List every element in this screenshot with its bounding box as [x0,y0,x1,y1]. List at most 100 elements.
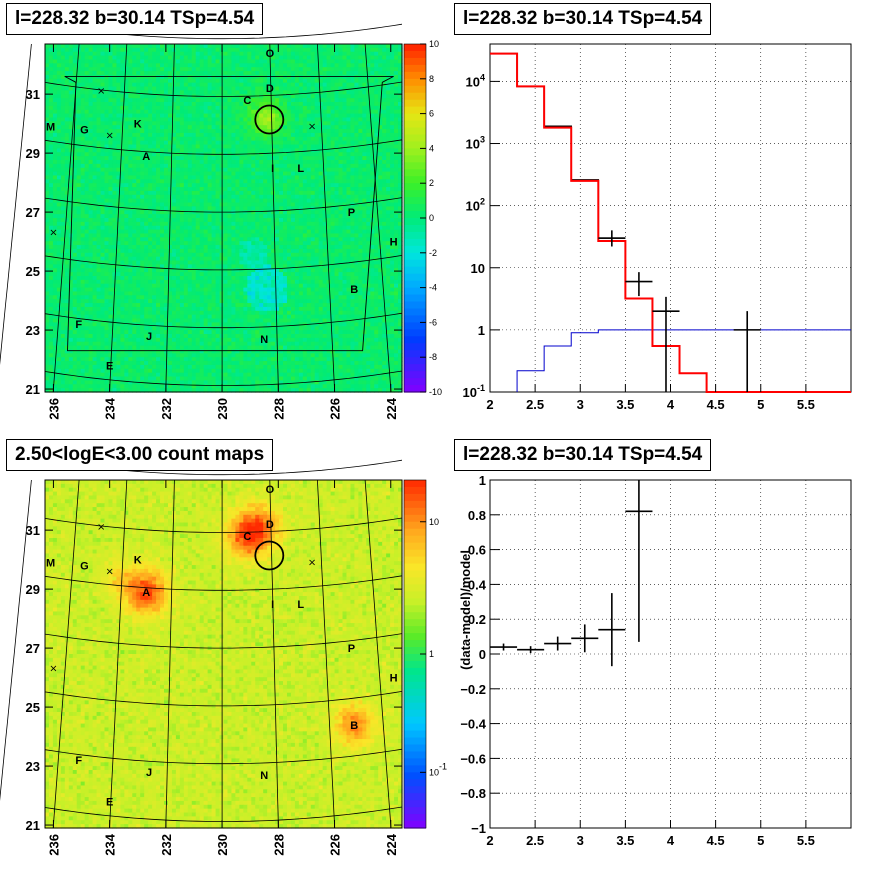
tl-source-label: K [134,119,142,131]
tl-source-label: A [142,151,150,163]
tr-title: l=228.32 b=30.14 TSp=4.54 [454,3,711,35]
tl-x-tick-label: 236 [46,398,61,420]
tl-x-marker: × [308,122,316,133]
bl-source-label: G [80,561,89,573]
bl-colorbar-label: 10 [429,517,439,527]
bl-x-tick-label: 236 [46,834,61,856]
br-x-tick-label: 2 [486,833,493,848]
tl-colorbar-label: 0 [429,213,434,223]
tl-y-tick-label: 23 [26,323,40,338]
bl-x-marker: × [97,522,105,533]
bl-y-tick-label: 23 [26,759,40,774]
tl-source-label: I [271,163,274,175]
bl-y-tick-label: 29 [26,582,40,597]
tl-colorbar-label: 4 [429,143,434,153]
br-x-tick-label: 4 [667,833,675,848]
tr-y-tick-label: 102 [466,197,485,214]
tl-source-label: C [243,95,251,107]
tr-x-tick-label: 4 [667,397,675,412]
tl-x-tick-label: 228 [271,398,286,420]
bl-x-marker: × [105,566,113,577]
bl-x-tick-label: 230 [215,834,230,856]
bl-source-label: O [266,484,275,496]
tl-x-tick-label: 230 [215,398,230,420]
br-y-tick-label: −0.8 [460,786,486,801]
bl-source-label: L [297,599,304,611]
bl-source-label: C [243,531,251,543]
tl-y-tick-label: 31 [26,87,40,102]
br-x-tick-label: 5 [757,833,764,848]
tl-x-tick-label: 226 [328,398,343,420]
tl-colorbar-label: 10 [429,39,439,49]
bl-x-marker: × [49,664,57,675]
br-y-tick-label: −1 [471,821,486,836]
br-x-tick-label: 3.5 [616,833,634,848]
tl-source-label: H [390,237,398,249]
tl-colorbar-label: 6 [429,109,434,119]
bl-colorbar-label: 1 [429,649,434,659]
tl-x-tick-label: 232 [159,398,174,420]
br-x-tick-label: 2.5 [526,833,544,848]
bl-source-label: P [348,643,355,655]
bl-y-tick-label: 25 [26,700,40,715]
bl-source-label: E [106,796,113,808]
tl-y-tick-label: 29 [26,146,40,161]
tl-x-marker: × [97,86,105,97]
bl-y-tick-label: 21 [26,818,40,833]
tl-y-tick-label: 27 [26,205,40,220]
tr-x-tick-label: 2.5 [526,397,544,412]
tl-x-marker: × [49,228,57,239]
tl-y-tick-label: 25 [26,264,40,279]
tr-y-tick-label: 10 [471,261,485,276]
bl-source-label: F [75,755,82,767]
tr-x-tick-label: 4.5 [707,397,725,412]
br-y-tick-label: 0 [479,647,486,662]
tl-colorbar-label: 2 [429,178,434,188]
br-x-tick-label: 5.5 [797,833,815,848]
tl-colorbar-label: -4 [429,283,437,293]
tl-colorbar-label: -8 [429,352,437,362]
tr-y-tick-label: 1 [478,323,485,338]
tl-source-label: M [46,122,55,134]
bl-source-label: J [146,767,152,779]
bl-x-tick-label: 232 [159,834,174,856]
tl-source-label: D [266,83,274,95]
br-y-tick-label: −0.6 [460,751,486,766]
tr-x-tick-label: 5 [757,397,764,412]
tr-background-model [517,330,851,392]
bl-source-label: I [271,599,274,611]
bl-source-label: H [390,673,398,685]
tl-colorbar-label: 8 [429,74,434,84]
tl-colorbar-label: -10 [429,387,442,397]
tl-map-panel: ×××× 236 234 232 230 228 226 224212325272931 1… [0,0,896,872]
bl-x-tick-label: 228 [271,834,286,856]
bl-source-label: A [142,587,150,599]
tl-source-label: O [266,48,275,60]
tl-x-marker: × [105,130,113,141]
br-y-tick-label: −0.4 [460,717,486,732]
br-y-tick-label: 0.8 [468,508,486,523]
tl-source-label: P [348,207,355,219]
tr-x-tick-label: 2 [486,397,493,412]
tr-y-tick-label: 10-1 [463,383,485,400]
bl-source-label: M [46,558,55,570]
tl-source-label: J [146,331,152,343]
br-y-tick-label: 1 [479,473,486,488]
tl-x-tick-label: 224 [384,397,399,419]
tr-y-tick-label: 103 [466,135,485,152]
tl-title: l=228.32 b=30.14 TSp=4.54 [6,3,263,35]
bl-source-label: N [260,770,268,782]
bl-y-tick-label: 31 [26,523,40,538]
bl-source-label: B [350,720,358,732]
bl-x-tick-label: 226 [328,834,343,856]
tl-colorbar-label: -2 [429,248,437,258]
bl-source-label: D [266,519,274,531]
tl-source-label: F [75,319,82,331]
bl-x-tick-label: 224 [384,833,399,855]
tl-y-tick-label: 21 [26,382,40,397]
br-title: l=228.32 b=30.14 TSp=4.54 [454,439,711,471]
tr-x-tick-label: 3.5 [616,397,634,412]
tl-x-tick-label: 234 [103,397,118,419]
